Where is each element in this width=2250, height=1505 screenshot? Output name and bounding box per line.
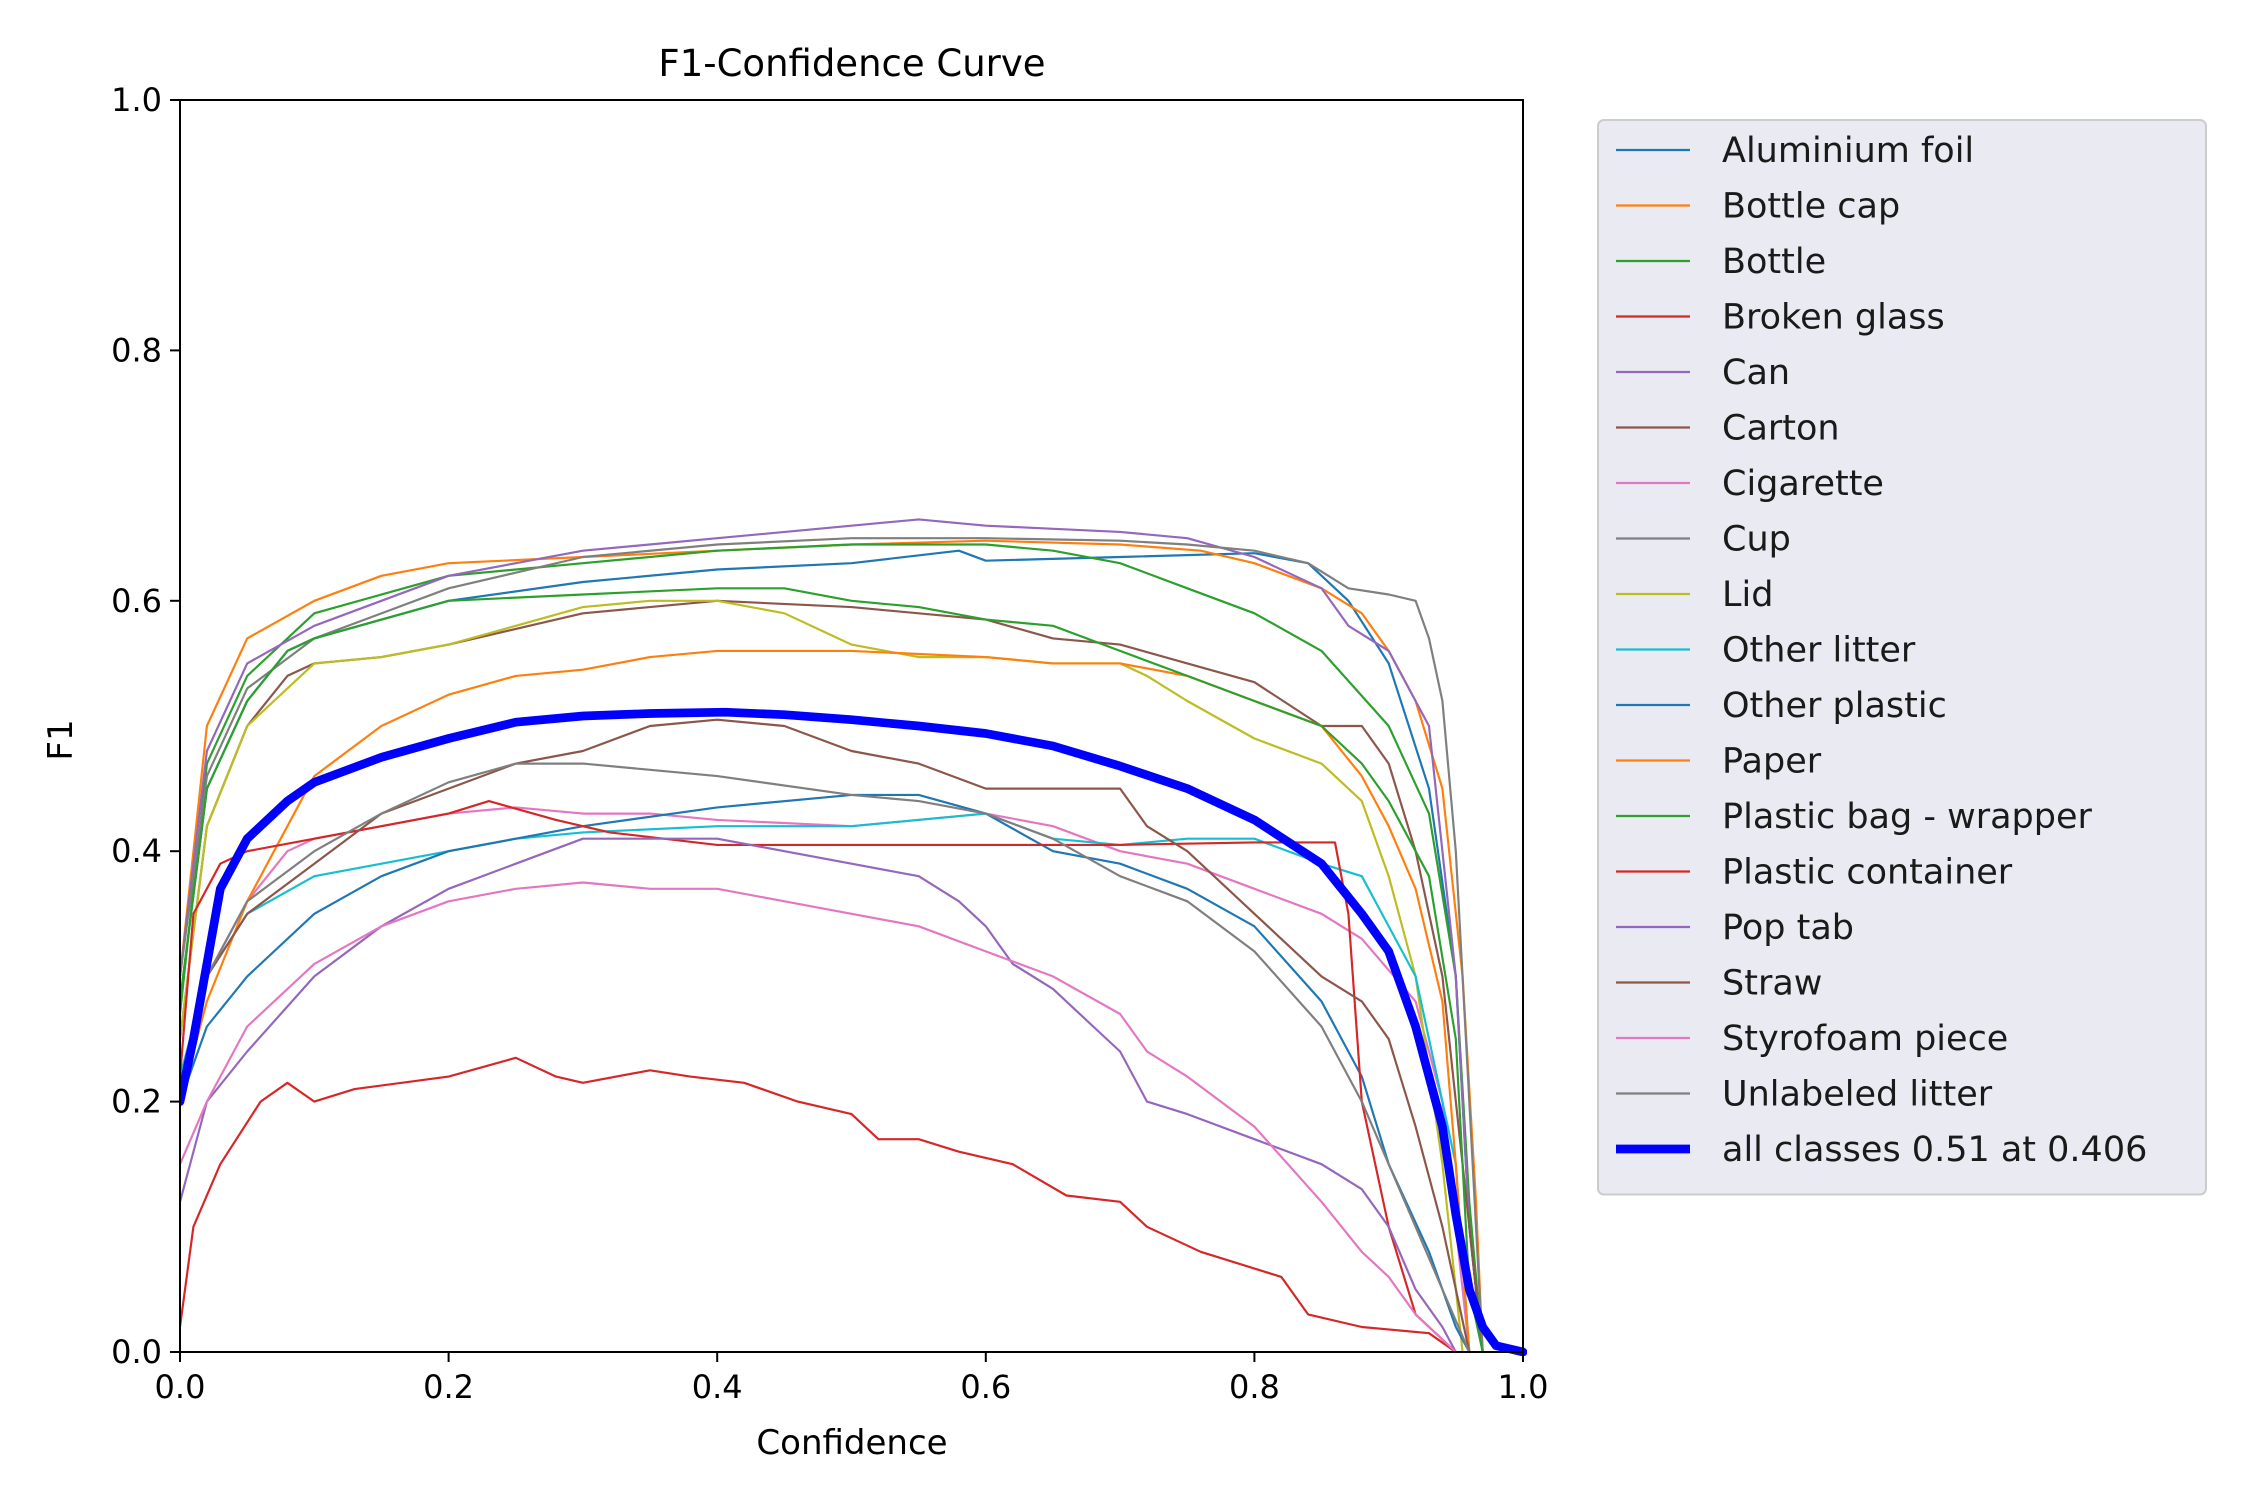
legend-label-broken-glass: Broken glass <box>1722 298 1945 338</box>
chart-title: F1-Confidence Curve <box>658 42 1045 85</box>
legend-label-can: Can <box>1722 353 1790 393</box>
x-tick-label: 0.0 <box>155 1368 206 1406</box>
legend-box <box>1597 119 2207 1196</box>
series-line-carton <box>180 599 1484 1354</box>
x-tick-label: 0.2 <box>423 1368 474 1406</box>
legend-label-lid: Lid <box>1722 575 1773 615</box>
series-line-unlabeled-litter <box>180 762 1471 1354</box>
series-line-bottle <box>180 543 1484 1354</box>
series-line-broken-glass <box>180 1056 1457 1354</box>
legend-label-bottle: Bottle <box>1722 242 1826 282</box>
x-tick-label: 0.6 <box>960 1368 1011 1406</box>
y-tick-label: 0.0 <box>111 1333 162 1371</box>
series-line-pop-tab <box>180 837 1457 1354</box>
plot-lines <box>180 518 1527 1356</box>
series-line-plastic-bag-wrapper <box>180 587 1484 1354</box>
legend-label-aluminium-foil: Aluminium foil <box>1722 131 1974 171</box>
legend-label-all-classes-0-51-at-0-406: all classes 0.51 at 0.406 <box>1722 1130 2147 1170</box>
axes: 0.00.0 0.2 0.2 0.4 0.4 0.6 0.6 0.8 0.8 1.0 1.0 <box>111 81 1548 1406</box>
series-line-other-plastic <box>180 793 1471 1354</box>
series-line-can <box>180 518 1484 1354</box>
legend-label-cup: Cup <box>1722 520 1791 560</box>
legend-label-other-litter: Other litter <box>1722 631 1916 671</box>
y-tick-label: 0.8 <box>111 331 162 369</box>
legend-label-other-plastic: Other plastic <box>1722 686 1947 726</box>
y-axis-label: F1 <box>41 719 81 760</box>
y-tick-label: 0.2 <box>111 1083 162 1121</box>
series-line-all-classes-0-51-at-0-406 <box>180 707 1527 1356</box>
x-tick-label: 0.8 <box>1229 1368 1280 1406</box>
x-tick-label: 1.0 <box>1498 1368 1549 1406</box>
y-tick-label: 0.4 <box>111 832 162 870</box>
legend-label-bottle-cap: Bottle cap <box>1722 187 1900 227</box>
x-axis-label: Confidence <box>756 1423 947 1463</box>
x-tick-label: 0.4 <box>692 1368 743 1406</box>
series-line-other-litter <box>180 812 1471 1354</box>
series-line-plastic-container <box>180 800 1457 1354</box>
legend-label-plastic-container: Plastic container <box>1722 853 2013 893</box>
legend-label-pop-tab: Pop tab <box>1722 908 1854 948</box>
y-tick-label: 0.6 <box>111 582 162 620</box>
legend-label-styrofoam-piece: Styrofoam piece <box>1722 1019 2008 1059</box>
legend-label-straw: Straw <box>1722 964 1822 1004</box>
y-tick-label: 1.0 <box>111 81 162 119</box>
legend-label-paper: Paper <box>1722 742 1822 782</box>
series-line-cup <box>180 537 1484 1354</box>
plot-frame <box>179 99 1524 1353</box>
series-line-styrofoam-piece <box>180 881 1457 1354</box>
legend-label-unlabeled-litter: Unlabeled litter <box>1722 1075 1993 1115</box>
legend: Aluminium foil Bottle cap Bottle Broken gla… <box>1597 119 2207 1196</box>
series-line-lid <box>180 599 1464 1354</box>
legend-label-cigarette: Cigarette <box>1722 464 1884 504</box>
legend-label-carton: Carton <box>1722 409 1840 449</box>
legend-label-plastic-bag-wrapper: Plastic bag - wrapper <box>1722 797 2093 837</box>
